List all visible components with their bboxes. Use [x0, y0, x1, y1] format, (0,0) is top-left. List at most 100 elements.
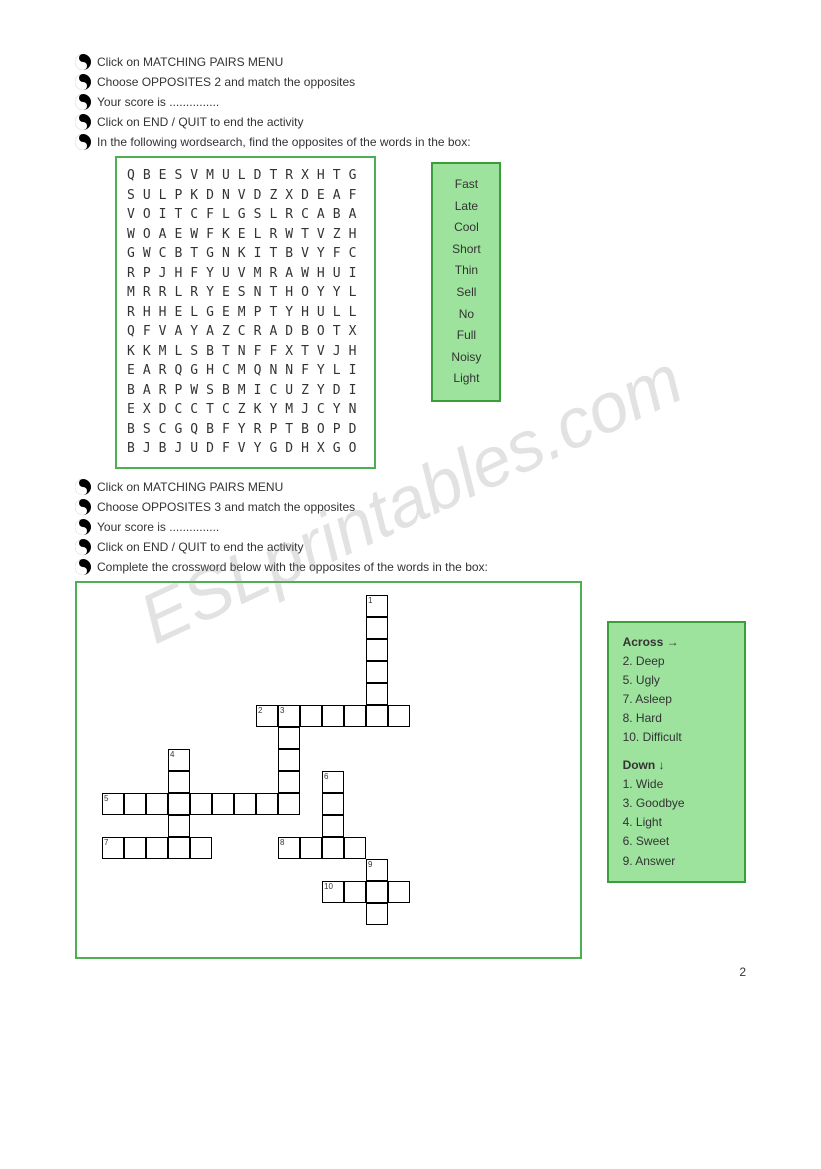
wordsearch-row: RPJHFYUVMRAWHUI [127, 264, 364, 284]
crossword-cell-number: 3 [280, 706, 284, 715]
crossword-cell[interactable] [366, 639, 388, 661]
crossword-cell[interactable]: 9 [366, 859, 388, 881]
crossword-cell[interactable] [190, 793, 212, 815]
word-item: Full [451, 325, 481, 347]
clue-down: 6. Sweet [623, 832, 730, 851]
instruction-line: Your score is ............... [75, 94, 746, 110]
yinyang-icon [75, 74, 91, 90]
crossword-cell[interactable] [124, 837, 146, 859]
yinyang-icon [75, 94, 91, 110]
crossword-cell[interactable] [366, 705, 388, 727]
crossword-cell[interactable] [168, 837, 190, 859]
wordsearch-grid: QBESVMULDTRXHTGSULPKDNVDZXDEAFVOITCFLGSL… [115, 156, 376, 469]
clue-across: 8. Hard [623, 709, 730, 728]
crossword-cell[interactable] [300, 837, 322, 859]
crossword-cell-number: 4 [170, 750, 174, 759]
crossword-cell[interactable]: 6 [322, 771, 344, 793]
crossword-cell[interactable] [366, 881, 388, 903]
instruction-line: Click on END / QUIT to end the activity [75, 539, 746, 555]
crossword-cell[interactable]: 8 [278, 837, 300, 859]
wordsearch-row: QFVAYAZCRADBOTX [127, 322, 364, 342]
word-item: Sell [451, 282, 481, 304]
clue-across: 5. Ugly [623, 671, 730, 690]
crossword-cell[interactable] [278, 749, 300, 771]
yinyang-icon [75, 559, 91, 575]
crossword-cell[interactable]: 3 [278, 705, 300, 727]
crossword-cell[interactable] [146, 793, 168, 815]
crossword-cell[interactable]: 1 [366, 595, 388, 617]
crossword-cell[interactable] [146, 837, 168, 859]
crossword-cell[interactable] [168, 815, 190, 837]
crossword-cell[interactable] [366, 661, 388, 683]
wordsearch-row: MRRLRYESNTHOYYL [127, 283, 364, 303]
yinyang-icon [75, 134, 91, 150]
clue-down: 4. Light [623, 813, 730, 832]
crossword-cell[interactable]: 7 [102, 837, 124, 859]
crossword-cell[interactable] [366, 617, 388, 639]
instruction-text: Your score is ............... [97, 520, 219, 534]
crossword-cell[interactable]: 2 [256, 705, 278, 727]
crossword-cell[interactable] [278, 727, 300, 749]
instruction-text: In the following wordsearch, find the op… [97, 135, 471, 149]
instruction-line: Click on MATCHING PAIRS MENU [75, 479, 746, 495]
crossword-section: 1 2 3 4 5 6 7 8 9 10 Across →2. Deep5. Ugly7. Asl… [75, 581, 746, 959]
instruction-text: Complete the crossword below with the op… [97, 560, 488, 574]
yinyang-icon [75, 539, 91, 555]
crossword-cell-number: 2 [258, 706, 262, 715]
yinyang-icon [75, 114, 91, 130]
yinyang-icon [75, 519, 91, 535]
instruction-text: Click on END / QUIT to end the activity [97, 540, 304, 554]
word-item: Noisy [451, 347, 481, 369]
crossword-cell[interactable] [278, 793, 300, 815]
crossword-cell[interactable] [256, 793, 278, 815]
crossword-cell-number: 5 [104, 794, 108, 803]
wordsearch-row: GWCBTGNKITBVYFC [127, 244, 364, 264]
crossword-cell[interactable] [212, 793, 234, 815]
crossword-cell[interactable] [366, 903, 388, 925]
crossword-cell[interactable] [234, 793, 256, 815]
crossword-cell[interactable]: 4 [168, 749, 190, 771]
crossword-cell[interactable] [124, 793, 146, 815]
crossword-cell-number: 10 [324, 882, 333, 891]
crossword-cell-number: 1 [368, 596, 372, 605]
instruction-text: Choose OPPOSITES 2 and match the opposit… [97, 75, 355, 89]
worksheet-page: ESLprintables.com Click on MATCHING PAIR… [0, 0, 821, 999]
crossword-cell[interactable] [278, 771, 300, 793]
word-item: No [451, 304, 481, 326]
crossword-cell[interactable] [388, 705, 410, 727]
word-item: Late [451, 196, 481, 218]
clue-across: 7. Asleep [623, 690, 730, 709]
instruction-line: Choose OPPOSITES 3 and match the opposit… [75, 499, 746, 515]
crossword-cell[interactable] [300, 705, 322, 727]
instruction-text: Your score is ............... [97, 95, 219, 109]
crossword-cell[interactable] [344, 881, 366, 903]
wordsearch-row: EXDCCTCZKYMJCYN [127, 400, 364, 420]
crossword-cell[interactable] [366, 683, 388, 705]
crossword-cell[interactable] [168, 771, 190, 793]
wordsearch-row: SULPKDNVDZXDEAF [127, 186, 364, 206]
wordsearch-row: BJBJUDFVYGDHXGO [127, 439, 364, 459]
crossword-cell[interactable]: 5 [102, 793, 124, 815]
crossword-cell[interactable] [322, 705, 344, 727]
crossword-cell[interactable] [190, 837, 212, 859]
crossword-cell[interactable] [322, 837, 344, 859]
instruction-text: Click on END / QUIT to end the activity [97, 115, 304, 129]
crossword-cell[interactable] [168, 793, 190, 815]
wordsearch-row: VOITCFLGSLRCABA [127, 205, 364, 225]
crossword-cell[interactable] [388, 881, 410, 903]
wordsearch-row: QBESVMULDTRXHTG [127, 166, 364, 186]
word-item: Short [451, 239, 481, 261]
crossword-cell[interactable] [322, 793, 344, 815]
wordsearch-row: BSCGQBFYRPTBOPD [127, 420, 364, 440]
instruction-line: Click on END / QUIT to end the activity [75, 114, 746, 130]
crossword-cell[interactable] [344, 837, 366, 859]
crossword-cell[interactable] [344, 705, 366, 727]
crossword-cell[interactable] [322, 815, 344, 837]
instruction-text: Click on MATCHING PAIRS MENU [97, 480, 283, 494]
crossword-cell[interactable]: 10 [322, 881, 344, 903]
wordsearch-row: WOAEWFKELRWTVZH [127, 225, 364, 245]
wordsearch-row: BARPWSBMICUZYDI [127, 381, 364, 401]
crossword-cell-number: 9 [368, 860, 372, 869]
clue-across: 2. Deep [623, 652, 730, 671]
clues-box: Across →2. Deep5. Ugly7. Asleep8. Hard10… [607, 621, 746, 883]
